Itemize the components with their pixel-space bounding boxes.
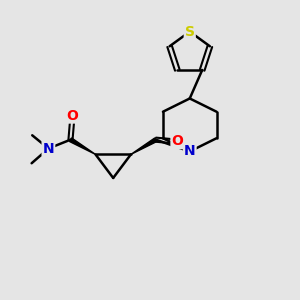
Text: S: S	[185, 25, 195, 39]
Text: N: N	[184, 145, 196, 158]
Text: N: N	[43, 142, 54, 155]
Text: O: O	[171, 134, 183, 148]
Polygon shape	[70, 138, 95, 154]
Polygon shape	[131, 138, 157, 154]
Text: O: O	[66, 109, 78, 122]
